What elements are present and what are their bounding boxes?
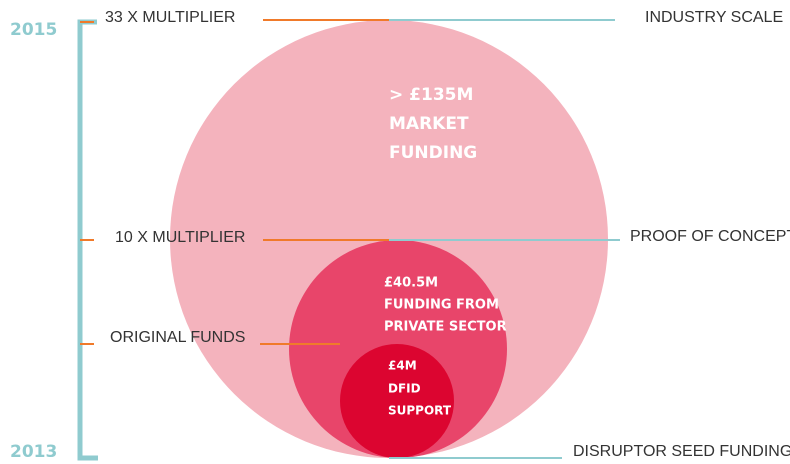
right-label: DISRUPTOR SEED FUNDING xyxy=(573,443,790,460)
right-label: INDUSTRY SCALE xyxy=(645,9,783,26)
teal-lines xyxy=(389,19,620,459)
circle-line: SUPPORT xyxy=(388,404,452,418)
year: 2013 xyxy=(10,442,57,462)
circle-line: PRIVATE SECTOR xyxy=(384,320,507,335)
circle-text: £40.5M FUNDING FROM PRIVATE SECTOR xyxy=(384,276,507,335)
year: 2015 xyxy=(10,20,57,40)
circle-line: MARKET xyxy=(389,114,469,134)
circle-text: > £135M MARKET FUNDING xyxy=(389,85,477,163)
orange-ticks xyxy=(80,19,389,345)
circle-line: £40.5M xyxy=(384,276,438,291)
circle-line: FUNDING FROM xyxy=(384,298,499,313)
left-label: 33 X MULTIPLIER xyxy=(105,9,235,26)
circle-text: £4M DFID SUPPORT xyxy=(388,359,452,418)
circle-dfid xyxy=(340,344,454,458)
right-label: PROOF OF CONCEPT xyxy=(630,228,790,245)
circle-line: £4M xyxy=(388,359,417,373)
circle-line: > £135M xyxy=(389,85,473,105)
left-label: 10 X MULTIPLIER xyxy=(115,229,245,246)
circle-line: DFID xyxy=(388,382,421,396)
circle-line: FUNDING xyxy=(389,143,477,163)
left-label: ORIGINAL FUNDS xyxy=(110,329,245,346)
